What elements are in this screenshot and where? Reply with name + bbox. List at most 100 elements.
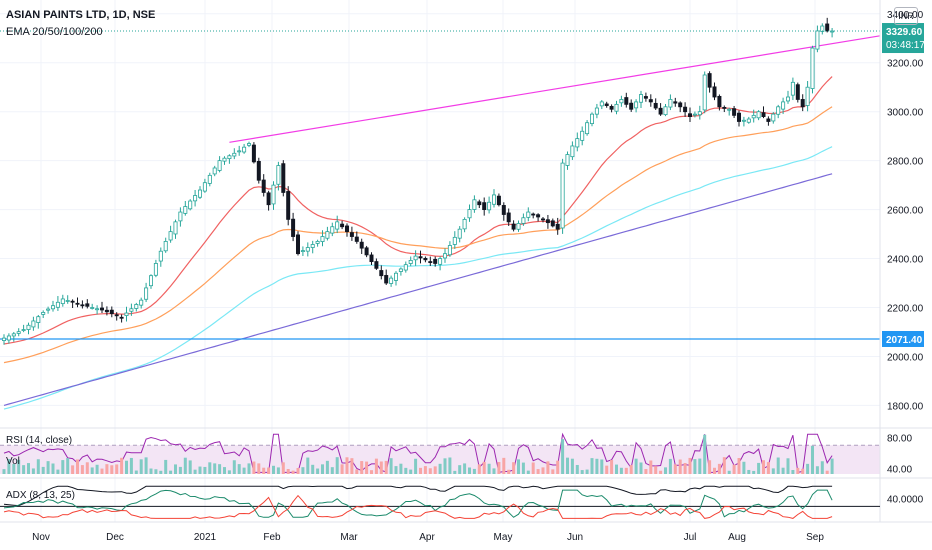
candle (202, 182, 207, 192)
volume-bar (335, 457, 339, 474)
candle (70, 300, 75, 303)
volume-bar (115, 464, 119, 474)
candle (291, 218, 296, 237)
candle (80, 304, 85, 307)
candle (516, 223, 521, 230)
volume-bar (272, 465, 275, 474)
time-axis-label: May (494, 532, 513, 543)
candle (707, 73, 712, 88)
candle (398, 268, 403, 272)
volume-bar (291, 470, 295, 474)
volume-bar (639, 462, 643, 474)
candle (580, 130, 585, 141)
time-axis-label: 2021 (194, 532, 217, 543)
volume-bar (815, 466, 819, 474)
volume-bar (159, 470, 163, 474)
candle (590, 113, 595, 124)
volume-bar (463, 463, 467, 474)
volume-bar (717, 463, 721, 474)
candle (467, 209, 472, 219)
volume-bar (355, 469, 359, 474)
candle (11, 333, 16, 337)
candle (428, 261, 433, 263)
candle (183, 206, 188, 214)
horizontal-line-label: 2071.40 (886, 335, 923, 346)
candle (712, 86, 717, 98)
candle (457, 228, 462, 239)
candle (766, 118, 771, 122)
candle (737, 112, 742, 122)
volume-bar (110, 465, 114, 474)
volume-bar (423, 466, 427, 474)
volume-bar (164, 459, 168, 474)
ema-50-line (3, 106, 833, 364)
candle (31, 320, 36, 328)
volume-bar (345, 457, 349, 474)
volume-bar (213, 463, 217, 474)
volume-bar (365, 461, 369, 474)
candle (717, 95, 722, 108)
candle (786, 96, 791, 102)
candle (585, 122, 590, 135)
time-axis-label: Sep (806, 532, 824, 543)
candle (389, 277, 394, 284)
volume-bar (517, 459, 520, 474)
volume-bar (536, 469, 540, 474)
volume-bar (458, 465, 462, 474)
currency-button[interactable]: INR (894, 7, 918, 25)
volume-bar (526, 470, 530, 474)
volume-bar (360, 461, 364, 474)
candle (702, 74, 707, 111)
candle (805, 86, 810, 106)
candle (452, 236, 457, 245)
volume-bar (737, 458, 741, 474)
volume-bar (742, 461, 746, 474)
volume-bar (95, 464, 99, 474)
volume-bar (664, 467, 667, 474)
volume-bar (619, 467, 623, 474)
candle (153, 263, 158, 276)
volume-bar (693, 459, 697, 474)
candle (413, 255, 418, 261)
candle (810, 47, 815, 89)
horizontal-line-tag (882, 330, 924, 347)
volume-bar (477, 464, 481, 474)
candle (491, 194, 496, 205)
price-axis-label: 2000.00 (887, 352, 924, 363)
candle (673, 101, 678, 104)
volume-bar (237, 464, 241, 474)
volume-bar (340, 464, 344, 474)
volume-bar (551, 469, 555, 474)
candle (163, 241, 168, 252)
volume-bar (316, 468, 320, 474)
volume-bar (580, 470, 584, 474)
candle (732, 108, 737, 116)
volume-bar (227, 470, 231, 474)
price-axis-label: 3400.00 (887, 10, 924, 21)
volume-bar (203, 466, 207, 474)
volume-bar (384, 460, 388, 474)
candle (658, 107, 663, 115)
candle (624, 97, 629, 105)
di-plus-line (3, 489, 833, 518)
volume-bar (31, 468, 35, 474)
volume-bar (566, 457, 569, 474)
volume-bar (502, 457, 506, 474)
volume-bar (281, 462, 285, 474)
candle (683, 106, 688, 113)
price-axis-label: 2800.00 (887, 157, 924, 168)
candle (609, 106, 614, 110)
candle (511, 223, 516, 230)
volume-bar (223, 467, 226, 474)
candle (741, 119, 746, 122)
volume-bar (830, 458, 834, 474)
adx-axis-label: 40.0000 (887, 494, 924, 505)
ema-legend: EMA 20/50/100/200 (6, 26, 103, 38)
candle (134, 304, 139, 309)
volume-bar (531, 462, 535, 474)
candle (193, 195, 198, 202)
candle (173, 221, 178, 235)
candle (246, 143, 251, 146)
candle (545, 219, 550, 224)
